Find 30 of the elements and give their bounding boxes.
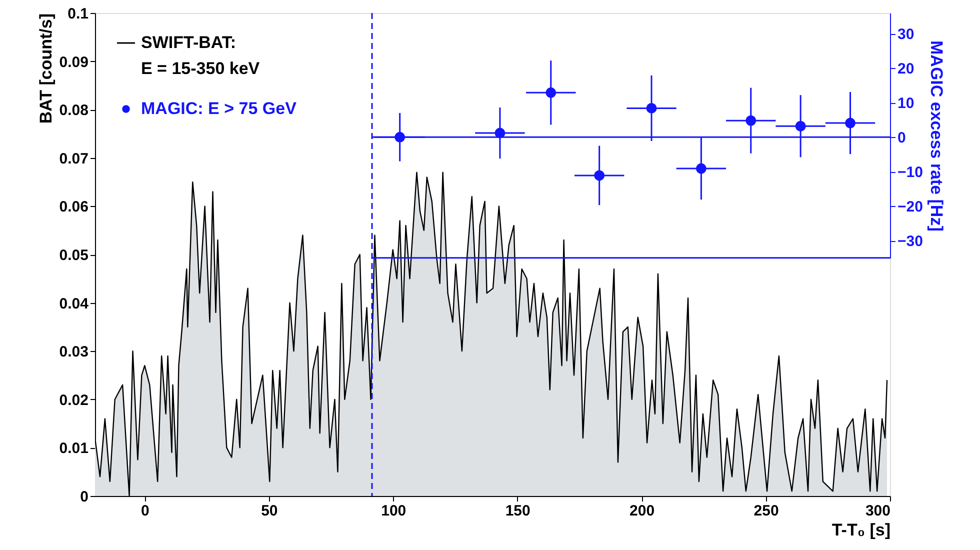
y2-tick-label: 30 (898, 26, 914, 44)
y2-tick-label: −10 (898, 164, 923, 182)
y-tick-label: 0.01 (59, 440, 88, 458)
legend-label: SWIFT-BAT: E = 15-350 keV (141, 33, 260, 78)
y-tick-label: 0.1 (68, 6, 88, 22)
x-tick-label: 100 (381, 502, 406, 520)
legend-label: MAGIC: E > 75 GeV (141, 99, 298, 118)
x-tick-label: 150 (505, 502, 530, 520)
y-tick-label: 0.06 (59, 198, 88, 216)
y-tick-label: 0.04 (59, 295, 90, 312)
y2-tick-label: 0 (898, 130, 906, 147)
x-tick-label: 50 (261, 502, 278, 520)
x-tick-label: 250 (754, 502, 779, 520)
y-tick-label: 0.07 (59, 150, 88, 168)
y-axis-title: BAT [count/s] (36, 14, 56, 124)
y-tick-label: 0.02 (59, 392, 88, 409)
x-axis-title: T-T₀ [s] (832, 520, 890, 540)
y2-tick-label: 20 (898, 60, 914, 78)
y2-axis-title: MAGIC excess rate [Hz] (926, 40, 946, 232)
x-tick-label: 300 (865, 502, 890, 520)
x-tick-label: 0 (141, 502, 150, 520)
y-tick-label: 0.05 (59, 247, 88, 264)
y-tick-label: 0.08 (59, 102, 88, 120)
y-tick-label: 0.09 (59, 54, 88, 71)
y-tick-label: 0.03 (59, 344, 88, 361)
y2-tick-label: 10 (898, 95, 914, 112)
y2-tick-label: −20 (898, 198, 923, 216)
x-tick-label: 200 (630, 502, 655, 520)
y2-tick-label: −30 (898, 233, 923, 250)
y-tick-label: 0 (80, 488, 88, 506)
